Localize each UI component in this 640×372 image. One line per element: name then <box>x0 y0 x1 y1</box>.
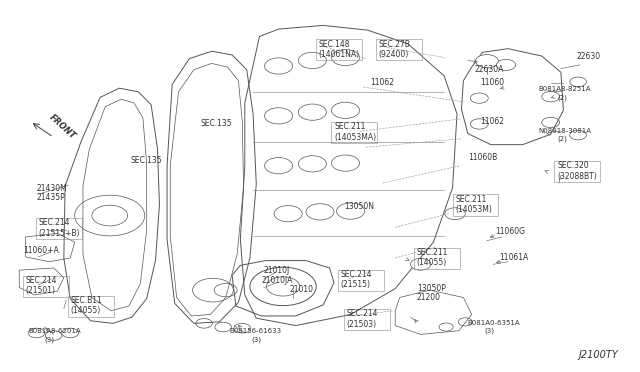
Text: 21010: 21010 <box>289 285 314 294</box>
Text: (21515+B): (21515+B) <box>38 229 80 238</box>
Text: (21501): (21501) <box>26 286 56 295</box>
Text: SEC.320: SEC.320 <box>557 161 589 170</box>
Text: B081A8-8251A: B081A8-8251A <box>538 86 591 92</box>
Text: 11060: 11060 <box>481 78 505 87</box>
Text: (92400): (92400) <box>379 50 409 59</box>
Bar <box>23 276 69 297</box>
Bar <box>344 309 390 330</box>
Text: SEC.B11: SEC.B11 <box>70 296 102 305</box>
Text: 22630: 22630 <box>576 52 600 61</box>
Text: SEC.211: SEC.211 <box>417 248 448 257</box>
Text: N08918-3081A: N08918-3081A <box>538 128 591 134</box>
Text: SEC.214: SEC.214 <box>38 218 70 227</box>
Text: FRONT: FRONT <box>47 113 77 141</box>
Text: (14053M): (14053M) <box>455 205 492 214</box>
Text: SEC.148: SEC.148 <box>319 40 350 49</box>
Text: SEC.135: SEC.135 <box>200 119 232 128</box>
Text: (14061NA): (14061NA) <box>319 50 360 59</box>
Text: (2): (2) <box>557 136 567 142</box>
Bar <box>376 39 422 61</box>
Text: SEC.27B: SEC.27B <box>379 40 410 49</box>
Text: SEC.211: SEC.211 <box>334 122 365 131</box>
Text: B081A0-6351A: B081A0-6351A <box>468 320 520 326</box>
Bar <box>68 296 113 317</box>
Bar <box>36 218 82 239</box>
Circle shape <box>476 55 499 68</box>
Text: SEC.135: SEC.135 <box>130 155 162 164</box>
Circle shape <box>570 77 586 87</box>
Text: 21430M: 21430M <box>36 184 67 193</box>
Text: 22630A: 22630A <box>474 65 504 74</box>
Circle shape <box>497 60 516 70</box>
Text: SEC.211: SEC.211 <box>455 195 486 204</box>
Text: 11060B: 11060B <box>468 153 497 162</box>
Text: 21010JA: 21010JA <box>261 276 292 285</box>
Text: SEC.214: SEC.214 <box>340 270 372 279</box>
Text: 13050P: 13050P <box>417 284 445 293</box>
Bar <box>316 39 362 61</box>
Text: (3): (3) <box>45 336 55 343</box>
Text: 13050N: 13050N <box>344 202 374 211</box>
Text: B08156-61633: B08156-61633 <box>230 328 282 334</box>
Text: (14055): (14055) <box>70 306 100 315</box>
Bar <box>332 122 378 143</box>
Text: 11060G: 11060G <box>495 227 525 236</box>
Text: (21503): (21503) <box>347 320 377 328</box>
Bar <box>554 161 600 182</box>
Text: (3): (3) <box>484 328 495 334</box>
Text: 11062: 11062 <box>370 78 394 87</box>
Text: (14055): (14055) <box>417 258 447 267</box>
Bar <box>414 248 460 269</box>
Circle shape <box>410 259 431 270</box>
Text: (2): (2) <box>557 94 567 101</box>
Text: (21515): (21515) <box>340 280 371 289</box>
Text: SEC.214: SEC.214 <box>26 276 57 285</box>
Text: 11062: 11062 <box>481 117 504 126</box>
Text: 11060+A: 11060+A <box>24 246 60 256</box>
Circle shape <box>445 208 465 219</box>
Text: (14053MA): (14053MA) <box>334 133 376 142</box>
Text: (32088BT): (32088BT) <box>557 172 596 181</box>
Text: 21010J: 21010J <box>264 266 290 275</box>
Bar <box>338 270 384 291</box>
Text: 21435P: 21435P <box>36 192 65 202</box>
Text: J2100TY: J2100TY <box>579 350 618 360</box>
Text: (3): (3) <box>251 336 261 343</box>
Text: 11061A: 11061A <box>500 253 529 262</box>
Text: B081A8-6201A: B081A8-6201A <box>28 328 81 334</box>
Circle shape <box>570 130 586 140</box>
Text: 21200: 21200 <box>417 293 441 302</box>
Text: SEC.214: SEC.214 <box>347 309 378 318</box>
Bar <box>452 195 499 215</box>
